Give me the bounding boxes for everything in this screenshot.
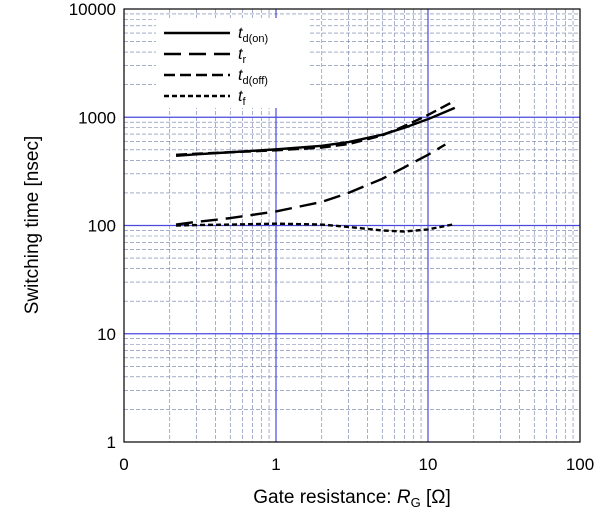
legend-background — [156, 18, 308, 108]
x-tick-label: 1 — [271, 455, 280, 474]
y-axis-label: Switching time [nsec] — [22, 136, 43, 314]
legend-label-td-on: td(on) — [238, 25, 268, 45]
y-tick-label: 100 — [88, 217, 116, 236]
x-tick-label: 100 — [566, 455, 594, 474]
x-tick-label: 0 — [119, 455, 128, 474]
legend-label-td-off: td(off) — [238, 67, 268, 87]
x-axis-label: Gate resistance: RG [Ω] — [253, 487, 451, 510]
series-line-d-on — [175, 106, 456, 158]
series-line-d-off — [175, 99, 456, 156]
y-tick-label: 10000 — [69, 0, 116, 19]
plot-frame — [123, 8, 581, 443]
legend: td(on) tr td(off) tf — [156, 18, 308, 108]
legend-label-tf: tf — [238, 88, 246, 108]
series-lines — [175, 99, 456, 233]
series-line-f — [176, 222, 456, 233]
y-tick-label: 1000 — [78, 108, 116, 127]
y-tick-label: 1 — [107, 433, 116, 452]
x-tick-label: 10 — [419, 455, 438, 474]
series-line-r — [175, 143, 446, 226]
legend-label-tr: tr — [238, 46, 246, 66]
y-tick-label: 10 — [97, 325, 116, 344]
